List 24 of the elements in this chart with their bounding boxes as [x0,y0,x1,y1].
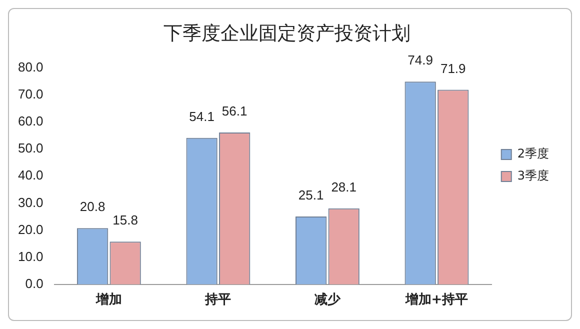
data-label: 15.8 [112,212,138,228]
data-label: 74.9 [408,52,433,68]
y-tick-label: 0.0 [25,276,44,291]
y-tick-label: 40.0 [18,168,44,183]
legend-label: 2季度 [517,146,550,161]
data-label: 54.1 [189,109,214,124]
y-tick-label: 10.0 [18,248,44,264]
x-tick-label: 增加+持平 [404,292,468,308]
data-label: 25.1 [298,188,324,203]
x-tick-label: 减少 [314,292,342,308]
x-tick-label: 持平 [204,292,232,308]
data-label: 71.9 [440,60,466,76]
y-tick-label: 80.0 [18,59,44,74]
legend-label: 3季度 [517,168,550,183]
x-tick-label: 增加 [94,292,122,308]
y-tick-label: 60.0 [18,114,44,129]
y-tick-label: 70.0 [18,86,44,102]
y-tick-label: 50.0 [18,140,44,156]
data-label: 56.1 [222,104,248,119]
y-tick-label: 20.0 [18,222,44,237]
chart-title: 下季度企业固定资产投资计划 [164,22,410,44]
y-tick-label: 30.0 [18,194,44,210]
data-label: 20.8 [80,199,106,214]
data-label: 28.1 [331,179,357,194]
